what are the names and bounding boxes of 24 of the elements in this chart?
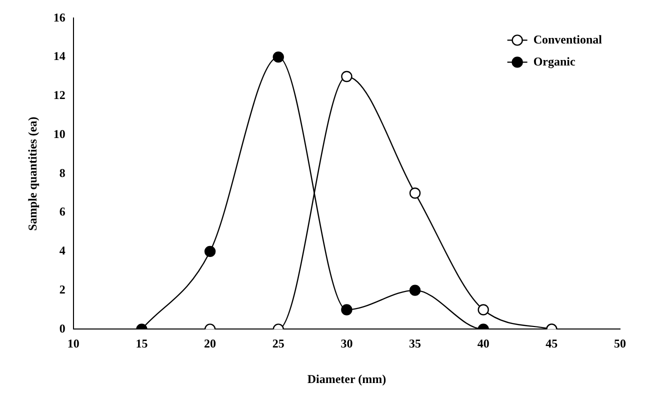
point xyxy=(272,51,284,63)
y-tick-label: 8 xyxy=(59,166,66,180)
x-tick-label: 45 xyxy=(546,336,558,350)
x-tick-label: 35 xyxy=(409,336,422,350)
x-tick-label: 50 xyxy=(614,336,626,350)
y-axis-title: Sample quantities (ea) xyxy=(25,116,40,231)
point xyxy=(409,188,421,199)
legend-label: Organic xyxy=(533,54,576,68)
y-tick-label: 4 xyxy=(59,244,66,258)
x-tick-label: 15 xyxy=(136,336,148,350)
y-tick-label: 2 xyxy=(59,282,66,296)
x-axis-title: Diameter (mm) xyxy=(307,372,386,386)
y-tick-label: 14 xyxy=(53,49,66,64)
x-tick-label: 40 xyxy=(477,336,490,350)
x-tick-label: 20 xyxy=(204,336,216,350)
y-tick-label: 6 xyxy=(59,204,66,219)
x-tick-label: 30 xyxy=(340,336,353,350)
y-tick-label: 0 xyxy=(59,321,66,336)
y-tick-label: 12 xyxy=(53,88,66,102)
point xyxy=(341,70,352,82)
y-tick-label: 10 xyxy=(53,126,66,141)
x-tick-label: 25 xyxy=(272,336,284,350)
legend-label: Conventional xyxy=(533,32,603,46)
y-tick-label: 16 xyxy=(53,10,66,24)
